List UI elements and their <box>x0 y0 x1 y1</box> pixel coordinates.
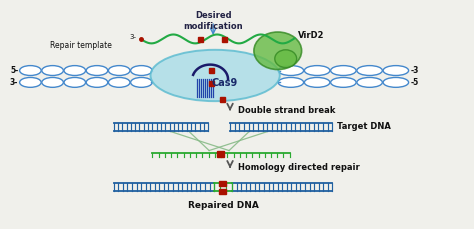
Bar <box>219 189 226 194</box>
Ellipse shape <box>331 65 356 76</box>
Ellipse shape <box>304 65 330 76</box>
Text: Homology directed repair: Homology directed repair <box>238 163 360 172</box>
Ellipse shape <box>109 65 130 76</box>
Ellipse shape <box>383 77 409 87</box>
Ellipse shape <box>131 77 152 87</box>
Ellipse shape <box>304 77 330 87</box>
Ellipse shape <box>86 77 108 87</box>
Ellipse shape <box>131 65 152 76</box>
Bar <box>220 97 225 102</box>
Ellipse shape <box>254 32 301 70</box>
Ellipse shape <box>42 77 64 87</box>
Text: 5-: 5- <box>10 66 18 75</box>
Ellipse shape <box>278 65 304 76</box>
Text: 3-: 3- <box>10 78 18 87</box>
Bar <box>198 37 203 42</box>
Text: Cas9: Cas9 <box>212 78 238 88</box>
Ellipse shape <box>19 65 41 76</box>
Ellipse shape <box>64 65 86 76</box>
Text: -5: -5 <box>411 78 419 87</box>
Ellipse shape <box>86 65 108 76</box>
Text: -3: -3 <box>411 66 419 75</box>
Ellipse shape <box>357 77 383 87</box>
Ellipse shape <box>275 50 297 68</box>
Bar <box>219 181 226 186</box>
Text: 3-: 3- <box>129 34 137 40</box>
Text: VirD2: VirD2 <box>298 31 324 41</box>
Bar <box>217 150 224 158</box>
Bar <box>209 81 214 86</box>
Ellipse shape <box>64 77 86 87</box>
Ellipse shape <box>151 50 280 101</box>
Ellipse shape <box>109 77 130 87</box>
Text: Double strand break: Double strand break <box>238 106 336 115</box>
Text: Repaired DNA: Repaired DNA <box>188 201 258 210</box>
Ellipse shape <box>383 65 409 76</box>
Bar <box>222 37 227 42</box>
Bar <box>209 68 214 73</box>
Ellipse shape <box>331 77 356 87</box>
Ellipse shape <box>278 77 304 87</box>
Text: Repair template: Repair template <box>50 41 112 50</box>
Text: Desired
modification: Desired modification <box>183 11 243 31</box>
Ellipse shape <box>19 77 41 87</box>
Text: Target DNA: Target DNA <box>337 122 391 131</box>
Ellipse shape <box>42 65 64 76</box>
Ellipse shape <box>357 65 383 76</box>
